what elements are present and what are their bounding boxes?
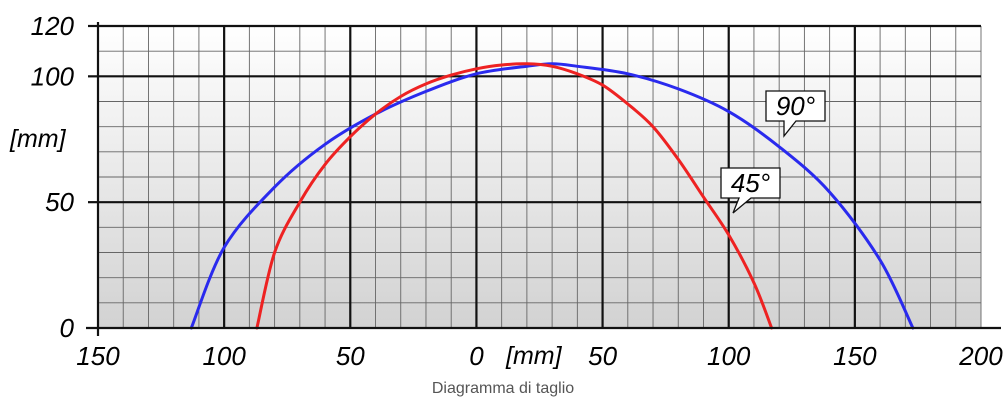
y-tick-label: 120 (31, 11, 75, 41)
chart-caption: Diagramma di taglio (431, 380, 575, 397)
x-tick-label: 100 (707, 341, 751, 371)
x-tick-label: 0 (469, 341, 484, 371)
callout-box (720, 167, 781, 214)
y-tick-label: 100 (31, 61, 75, 91)
y-tick-label: 50 (45, 187, 74, 217)
series-line-90deg (189, 62, 915, 330)
major-grid (98, 26, 981, 328)
x-tick-label: 200 (958, 341, 1003, 371)
callout-label: 45° (720, 167, 781, 214)
x-tick-label: 150 (76, 341, 120, 371)
callout-text: 90° (776, 91, 815, 121)
x-tick-label: 100 (202, 341, 246, 371)
callout-label: 90° (765, 90, 826, 138)
series-layer (189, 62, 915, 330)
series-line-45deg (255, 62, 774, 330)
x-tick-label: 50 (336, 341, 365, 371)
callout-box (765, 90, 826, 138)
axes-layer (86, 22, 1001, 336)
y-axis-label: [mm] (9, 125, 67, 153)
callout-text: 45° (731, 168, 770, 198)
callouts: 90° 45° (720, 90, 826, 214)
x-tick-label: 50 (588, 341, 617, 371)
y-tick-label: 0 (60, 313, 75, 343)
tick-labels: 150 100 50 0 50 100 150 200 0 50 100 120 (31, 11, 1004, 371)
x-axis-label: [mm] (505, 342, 563, 370)
x-tick-label: 150 (833, 341, 877, 371)
